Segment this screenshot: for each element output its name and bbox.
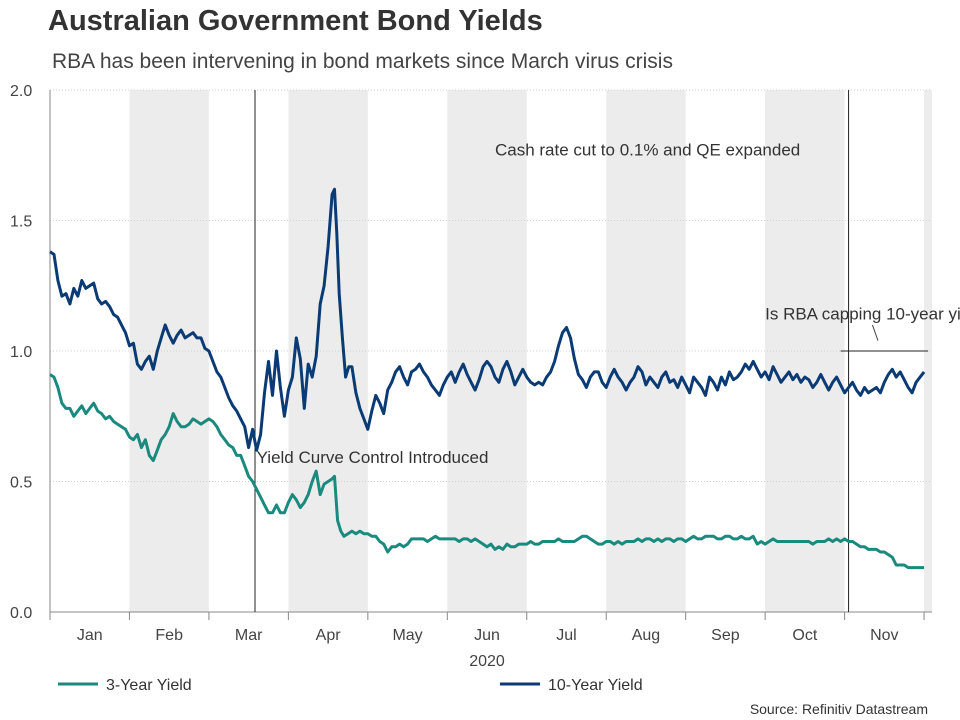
x-tick-label-feb: Feb <box>155 627 183 644</box>
x-tick-label-apr: Apr <box>316 627 342 644</box>
y-tick-label: 1.5 <box>10 214 32 231</box>
month-shade-apr <box>288 90 368 612</box>
x-axis-year-label: 2020 <box>469 653 505 670</box>
y-tick-label: 2.0 <box>10 83 32 100</box>
x-tick-label-jul: Jul <box>556 627 576 644</box>
legend-label-10yr: 10-Year Yield <box>548 677 643 694</box>
month-shade-feb <box>129 90 209 612</box>
x-tick-label-mar: Mar <box>235 627 263 644</box>
y-tick-label: 0.5 <box>10 475 32 492</box>
month-shade-oct <box>765 90 845 612</box>
series-line-3-year-yield <box>49 373 925 570</box>
x-tick-label-nov: Nov <box>870 627 898 644</box>
series-line-10-year-yield <box>49 187 926 452</box>
source-note: Source: Refinitiv Datastream <box>750 701 928 717</box>
chart-title: Australian Government Bond Yields <box>48 5 543 37</box>
x-tick-label-sep: Sep <box>711 627 740 644</box>
y-tick-label: 0.0 <box>10 605 32 622</box>
x-tick-label-may: May <box>392 627 422 644</box>
month-shade-jun <box>447 90 527 612</box>
month-shade-aug <box>606 90 686 612</box>
annotation-rba-capping: Is RBA capping 10-year yields? <box>765 305 960 324</box>
annotation-cash-rate-cut: Cash rate cut to 0.1% and QE expanded <box>495 140 800 159</box>
legend-label-3yr: 3-Year Yield <box>106 677 192 694</box>
annotation-pointer <box>871 324 879 341</box>
chart-subtitle: RBA has been intervening in bond markets… <box>52 50 673 73</box>
x-tick-label-jun: Jun <box>474 627 500 644</box>
x-tick-label-aug: Aug <box>632 627 660 644</box>
y-tick-label: 1.0 <box>10 344 32 361</box>
annotation-yield-curve-control: Yield Curve Control Introduced <box>257 448 489 467</box>
x-tick-label-jan: Jan <box>77 627 103 644</box>
x-tick-label-oct: Oct <box>792 627 817 644</box>
